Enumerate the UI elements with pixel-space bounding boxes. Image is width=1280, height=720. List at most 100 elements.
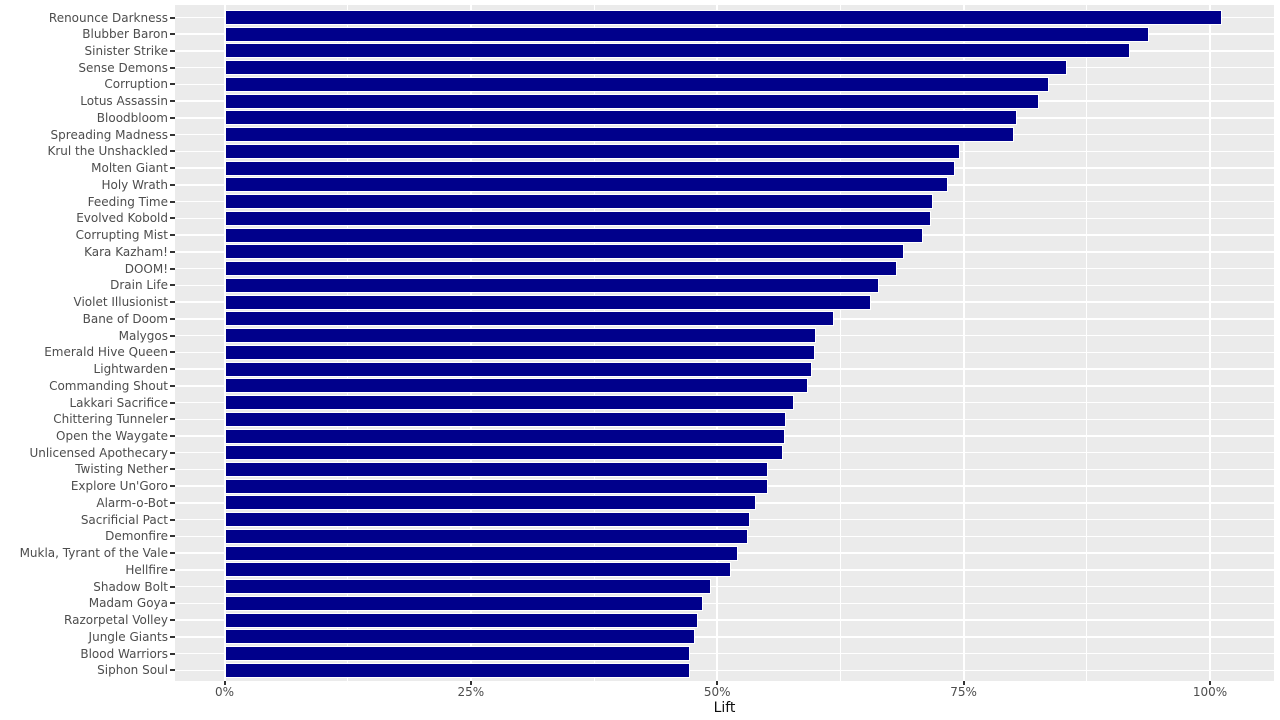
y-tick-mark [170, 183, 175, 186]
bar [224, 361, 812, 377]
y-axis-label: Demonfire [105, 529, 168, 544]
y-axis-label: Bane of Doom [82, 311, 168, 326]
y-tick-mark [170, 619, 175, 622]
y-tick-mark [170, 267, 175, 270]
bar [224, 127, 1014, 143]
y-tick-mark [170, 33, 175, 36]
y-axis-label: Spreading Madness [50, 127, 168, 142]
bar [224, 461, 769, 477]
y-axis-label: Corruption [104, 77, 168, 92]
x-tick-mark [469, 681, 472, 685]
x-tick-label: 50% [703, 685, 731, 699]
x-tick-label: 100% [1192, 685, 1228, 699]
y-axis-label: Shadow Bolt [93, 579, 168, 594]
bar [224, 26, 1149, 42]
y-axis-label: Blubber Baron [82, 27, 168, 42]
bar [224, 143, 960, 159]
y-tick-mark [170, 468, 175, 471]
bar [224, 512, 750, 528]
bar [224, 76, 1050, 92]
y-axis-label: Mukla, Tyrant of the Vale [19, 546, 168, 561]
y-tick-mark [170, 49, 175, 52]
y-tick-mark [170, 585, 175, 588]
x-axis-title: Lift [713, 700, 736, 716]
category-gridline [175, 585, 1274, 588]
bar [224, 478, 768, 494]
y-tick-mark [170, 234, 175, 237]
y-tick-mark [170, 368, 175, 371]
y-axis-label: Unlicensed Apothecary [29, 445, 168, 460]
bar [224, 395, 795, 411]
y-tick-mark [170, 284, 175, 287]
y-axis-label: Chittering Tunneler [53, 412, 168, 427]
bar [224, 646, 690, 662]
x-tick-label: 25% [457, 685, 485, 699]
bar [224, 445, 784, 461]
minor-gridline [1086, 5, 1088, 681]
x-tick-label: 75% [950, 685, 977, 699]
bar [224, 311, 834, 327]
y-axis-label: Madam Goya [88, 596, 168, 611]
y-axis-label: Kara Kazham! [84, 244, 168, 259]
y-axis-label: DOOM! [124, 261, 168, 276]
bar [224, 612, 698, 628]
y-axis-label: Hellfire [125, 562, 168, 577]
y-axis-label: Lotus Assassin [80, 94, 168, 109]
y-axis-label: Malygos [118, 328, 168, 343]
y-axis-label: Open the Waygate [56, 429, 168, 443]
bar [224, 595, 704, 611]
minor-gridline [839, 5, 841, 681]
y-tick-mark [170, 384, 175, 387]
y-tick-mark [170, 66, 175, 69]
bar [224, 528, 748, 544]
y-axis-label: Commanding Shout [49, 378, 168, 393]
bar [224, 294, 871, 310]
y-tick-mark [170, 100, 175, 103]
bar [224, 562, 732, 578]
bar [224, 579, 712, 595]
x-tick-mark [1209, 681, 1211, 685]
bar [224, 495, 756, 511]
y-tick-mark [170, 200, 175, 203]
y-tick-mark [170, 518, 175, 521]
bar [224, 378, 808, 394]
y-axis-label: Emerald Hive Queen [44, 345, 168, 360]
bar [224, 277, 879, 293]
x-tick-mark [962, 681, 965, 685]
y-tick-mark [170, 150, 175, 153]
y-tick-mark [170, 301, 175, 304]
y-tick-mark [170, 317, 175, 320]
y-axis-label: Alarm-o-Bot [96, 495, 168, 510]
major-gridline [1209, 5, 1211, 681]
y-tick-mark [170, 83, 175, 86]
x-tick-label: 0% [214, 685, 235, 699]
bar [224, 210, 932, 226]
category-gridline [175, 636, 1274, 638]
y-tick-mark [170, 133, 175, 136]
y-axis-label: Lightwarden [93, 362, 168, 377]
x-tick-mark [716, 681, 719, 685]
plot-panel [175, 5, 1274, 681]
y-axis-label: Drain Life [110, 278, 168, 293]
y-tick-mark [170, 401, 175, 404]
y-tick-mark [170, 501, 175, 504]
y-tick-mark [170, 451, 175, 454]
bar [224, 177, 948, 193]
bar [224, 545, 738, 561]
y-tick-mark [170, 435, 175, 437]
y-axis-label: Molten Giant [91, 161, 168, 176]
y-axis-label: Feeding Time [87, 194, 168, 209]
y-tick-mark [170, 116, 175, 119]
y-tick-mark [170, 16, 175, 19]
y-axis-label: Bloodbloom [96, 110, 168, 125]
y-tick-mark [170, 351, 175, 354]
y-tick-mark [170, 635, 175, 638]
y-tick-mark [170, 602, 175, 605]
y-tick-mark [170, 568, 175, 571]
x-tick-mark [223, 681, 226, 685]
y-axis-label: Violet Illusionist [73, 295, 169, 310]
bar [224, 328, 816, 344]
bar [224, 629, 695, 645]
bar [224, 662, 690, 678]
